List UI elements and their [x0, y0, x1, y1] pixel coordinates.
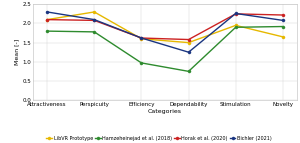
Bichler (2021): [140, 37, 143, 39]
Hamzeheinejad et al. (2018): [234, 26, 238, 28]
Line: Bichler (2021): Bichler (2021): [46, 10, 284, 54]
Horak et al. (2020): [45, 19, 49, 20]
Legend: LibVR Prototype, Hamzeheinejad et al. (2018), Horak et al. (2020), Bichler (2021: LibVR Prototype, Hamzeheinejad et al. (2…: [46, 136, 272, 141]
Hamzeheinejad et al. (2018): [187, 70, 190, 72]
Horak et al. (2020): [187, 39, 190, 40]
Bichler (2021): [92, 19, 96, 20]
Horak et al. (2020): [281, 14, 285, 16]
LibVR Prototype: [187, 42, 190, 43]
Hamzeheinejad et al. (2018): [281, 26, 285, 27]
Y-axis label: Mean [-]: Mean [-]: [14, 39, 20, 65]
Hamzeheinejad et al. (2018): [45, 30, 49, 32]
Bichler (2021): [281, 20, 285, 21]
Line: Hamzeheinejad et al. (2018): Hamzeheinejad et al. (2018): [46, 25, 284, 73]
LibVR Prototype: [140, 38, 143, 40]
Line: LibVR Prototype: LibVR Prototype: [46, 10, 284, 44]
Bichler (2021): [187, 51, 190, 53]
LibVR Prototype: [92, 11, 96, 13]
Bichler (2021): [234, 13, 238, 14]
Hamzeheinejad et al. (2018): [140, 62, 143, 64]
LibVR Prototype: [281, 36, 285, 38]
Horak et al. (2020): [234, 13, 238, 15]
Horak et al. (2020): [140, 37, 143, 39]
Horak et al. (2020): [92, 20, 96, 21]
Hamzeheinejad et al. (2018): [92, 31, 96, 33]
X-axis label: Categories: Categories: [148, 109, 182, 114]
Line: Horak et al. (2020): Horak et al. (2020): [46, 12, 284, 41]
LibVR Prototype: [45, 19, 49, 20]
Bichler (2021): [45, 11, 49, 13]
LibVR Prototype: [234, 24, 238, 26]
